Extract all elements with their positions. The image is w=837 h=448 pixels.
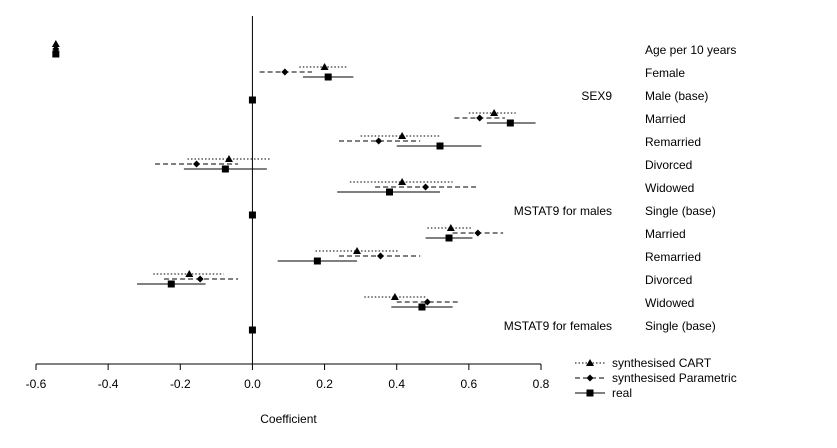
x-axis: -0.6 -0.4 -0.2 0.0 0.2 0.4 0.6 0.8 Coefficient [26,363,550,426]
point-triangle-row-11 [390,293,399,300]
point-diamond-row-8 [474,229,482,237]
point-diamond-row-11 [423,298,431,306]
point-diamond-row-3 [476,114,484,122]
point-diamond-row-5 [193,160,201,168]
point-triangle-row-0 [51,40,60,47]
legend-marker-2 [586,389,594,397]
point-triangle-row-5 [224,155,233,162]
group-label-12: MSTAT9 for females [504,319,612,333]
point-square-row-4 [436,142,444,150]
point-triangle-row-4 [398,132,407,139]
x-axis-title: Coefficient [260,412,317,426]
point-square-row-1 [324,73,332,81]
x-tick-label-2: -0.2 [170,377,191,391]
row-label-7: Single (base) [645,204,716,218]
point-square-row-0 [52,50,60,58]
x-tick-label-5: 0.4 [388,377,405,391]
point-square-row-5 [221,165,229,173]
point-diamond-row-6 [422,183,430,191]
row-label-4: Remarried [645,135,701,149]
x-tick-label-1: -0.4 [98,377,119,391]
point-triangle-row-10 [185,270,194,277]
point-square-row-6 [386,188,393,196]
row-label-9: Remarried [645,250,701,264]
point-triangle-row-6 [398,178,407,185]
row-label-1: Female [645,66,685,80]
group-label-7: MSTAT9 for males [514,204,612,218]
point-triangle-row-1 [320,63,329,70]
row-labels-group: Age per 10 years Female Male (base) Married… [645,43,736,333]
row-label-11: Widowed [645,296,694,310]
point-diamond-row-4 [375,137,383,145]
point-square-row-8 [445,234,453,242]
row-label-3: Married [645,112,686,126]
point-diamond-row-1 [281,68,289,76]
point-square-row-12 [248,326,256,334]
point-square-row-10 [167,280,175,288]
point-square-row-3 [506,119,514,127]
group-labels-group: SEX9 MSTAT9 for males MSTAT9 for females [504,89,613,333]
x-tick-label-4: 0.2 [316,377,333,391]
row-label-0: Age per 10 years [645,43,736,57]
row-label-5: Divorced [645,158,692,172]
x-tick-label-6: 0.6 [461,377,478,391]
legend-marker-0 [586,359,594,366]
point-square-row-9 [313,257,321,265]
legend-marker-1 [586,374,594,382]
row-label-6: Widowed [645,181,694,195]
point-triangle-row-8 [446,224,455,231]
legend-label-2: real [612,386,632,400]
group-label-2: SEX9 [581,89,612,103]
row-label-8: Married [645,227,686,241]
row-label-2: Male (base) [645,89,708,103]
point-square-row-2 [248,96,256,104]
error-bars-group [54,43,536,308]
x-tick-label-0: -0.6 [26,377,47,391]
x-tick-label-7: 0.8 [533,377,550,391]
point-square-row-7 [248,211,256,219]
legend-label-0: synthesised CART [612,356,712,370]
point-triangle-row-9 [353,247,362,254]
point-diamond-row-10 [196,275,204,283]
point-square-row-11 [418,303,426,311]
markers-group [51,40,514,334]
row-label-12: Single (base) [645,319,716,333]
row-label-10: Divorced [645,273,692,287]
x-tick-label-3: 0.0 [244,377,261,391]
legend-label-1: synthesised Parametric [612,371,737,385]
point-triangle-row-3 [490,109,499,116]
point-diamond-row-9 [376,252,384,260]
